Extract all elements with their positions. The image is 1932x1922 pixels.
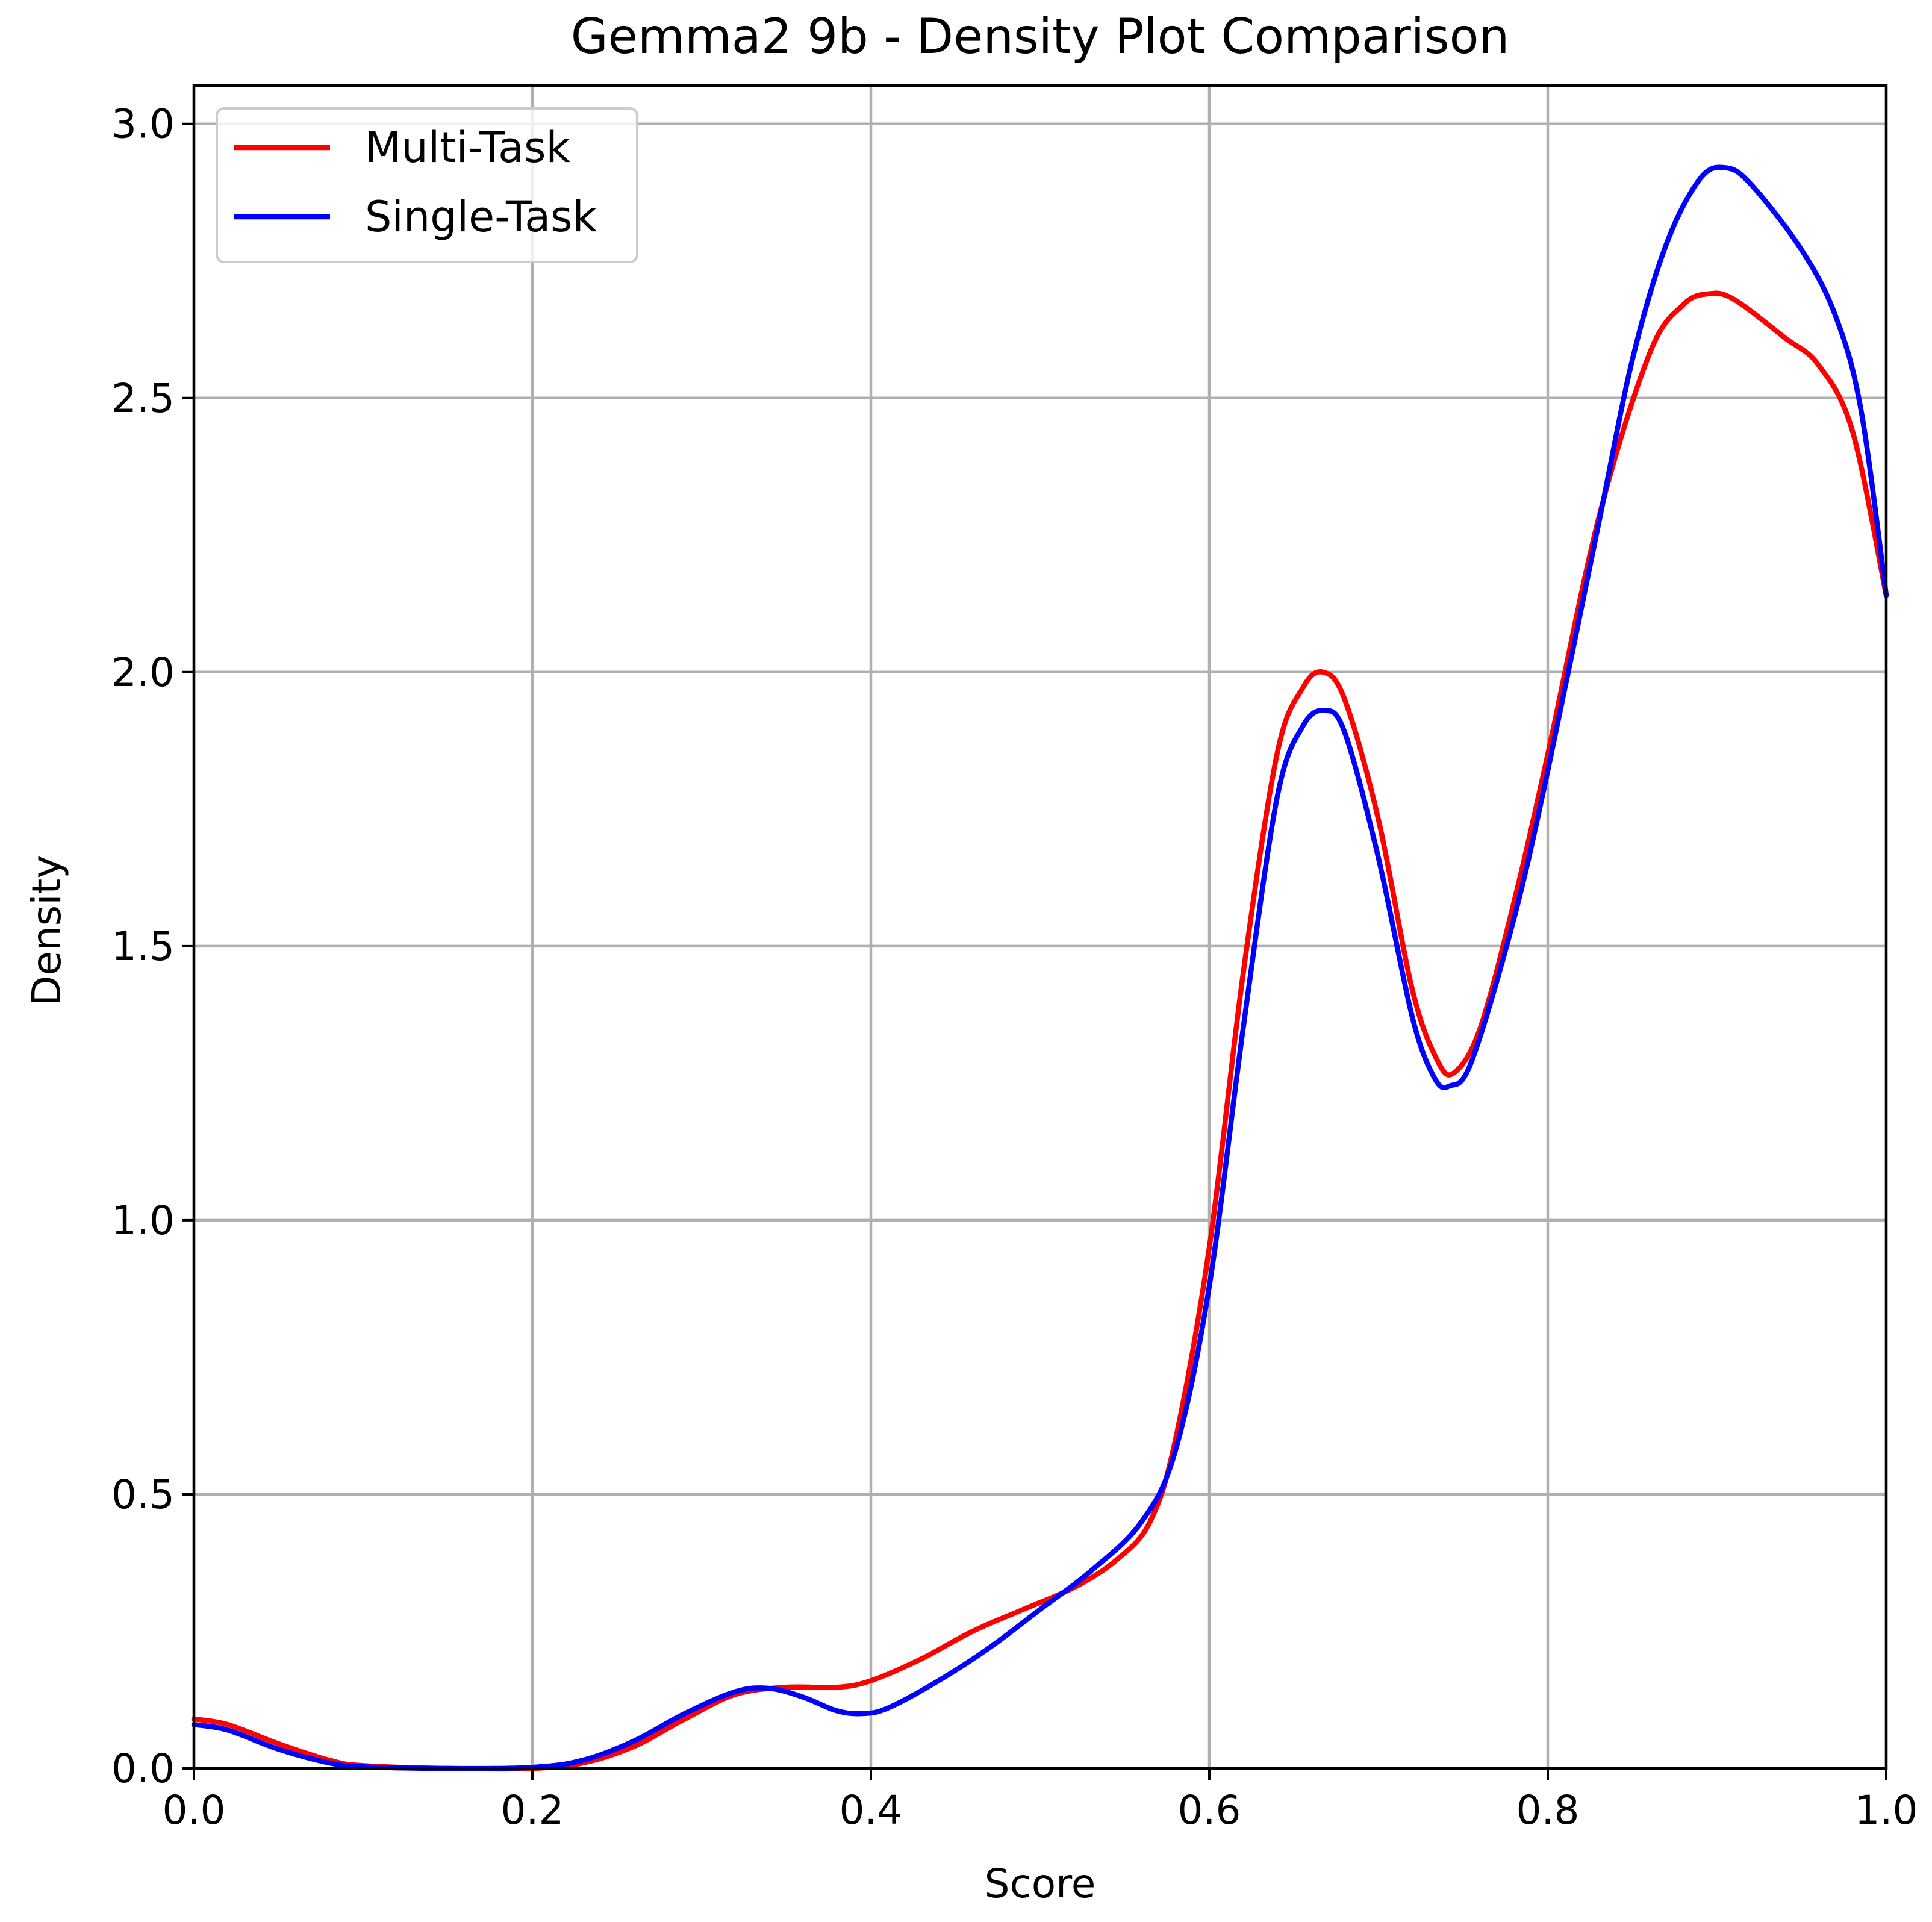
chart-title: Gemma2 9b - Density Plot Comparison: [571, 8, 1510, 64]
series-layer: [191, 164, 1889, 1772]
series-line-single-task: [191, 164, 1889, 1771]
series-line-multi-task: [191, 290, 1889, 1772]
y-tick-label: 3.0: [111, 101, 175, 148]
y-axis-ticks: 0.0 0.5 1.0 1.5 2.0 2.5 3.0: [111, 101, 194, 1792]
y-tick-label: 0.5: [111, 1471, 175, 1518]
y-tick-label: 1.5: [111, 923, 175, 970]
y-tick-label: 2.5: [111, 375, 175, 422]
x-tick-label: 0.2: [501, 1787, 564, 1833]
grid-lines: [192, 86, 1888, 1770]
y-tick-label: 1.0: [111, 1197, 175, 1244]
x-axis-label: Score: [985, 1861, 1096, 1907]
legend: Multi-Task Single-Task: [216, 107, 638, 263]
legend-label-multi-task: Multi-Task: [365, 123, 570, 172]
x-tick-label: 0.0: [163, 1787, 226, 1833]
x-tick-label: 0.8: [1516, 1787, 1580, 1833]
y-tick-label: 2.0: [111, 649, 175, 696]
x-axis-ticks: 0.0 0.2 0.4 0.6 0.8 1.0: [163, 1768, 1918, 1833]
legend-label-single-task: Single-Task: [365, 192, 597, 242]
y-axis-label: Density: [23, 855, 70, 1006]
y-tick-label: 0.0: [111, 1746, 175, 1792]
x-tick-label: 0.6: [1178, 1787, 1241, 1833]
x-tick-label: 1.0: [1855, 1787, 1918, 1833]
x-tick-label: 0.4: [840, 1787, 903, 1833]
plot-frame: [192, 84, 1888, 1770]
